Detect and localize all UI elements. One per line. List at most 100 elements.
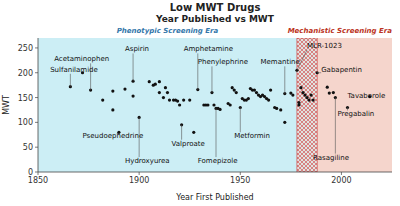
y-tick: [35, 47, 38, 48]
subtitle: Year Published vs MWT: [155, 14, 275, 24]
y-tick-label: 50: [23, 143, 33, 152]
annotation-leader: [240, 107, 241, 132]
scatter-point: [328, 91, 331, 94]
y-tick-label: 0: [28, 168, 33, 177]
scatter-point: [307, 98, 310, 101]
scatter-point: [188, 98, 191, 101]
scatter-point: [111, 90, 114, 93]
x-axis-label: Year First Published: [175, 193, 253, 202]
y-tick-label: 200: [18, 69, 33, 78]
annotation-label: MLR-1023: [307, 42, 342, 50]
y-tick-label: 250: [18, 44, 33, 53]
scatter-point: [111, 108, 114, 111]
x-tick: [139, 172, 140, 175]
x-tick-label: 2000: [331, 176, 351, 185]
annotation-label: Pseudoephedrine: [83, 132, 144, 140]
x-tick-label: 1850: [28, 176, 48, 185]
y-tick: [35, 147, 38, 148]
annotation-leader: [181, 125, 182, 140]
annotation-leader: [211, 66, 212, 92]
scatter-point: [247, 97, 250, 100]
scatter-point: [162, 96, 165, 99]
transition-hatch: [297, 38, 317, 172]
scatter-point: [275, 107, 278, 110]
annotation-labels: SulfanilamideAcetaminophenAspirinAmpheta…: [50, 42, 385, 165]
annotation-label: Fomepizole: [198, 157, 238, 165]
scatter-point: [192, 131, 195, 134]
x-axis-line: [38, 172, 392, 173]
scatter-point: [297, 101, 300, 104]
scatter-point: [212, 103, 215, 106]
annotation-label: Metformin: [234, 132, 270, 140]
scatter-point: [255, 91, 258, 94]
scatter-point: [182, 98, 185, 101]
x-tick: [240, 172, 241, 175]
scatter-point: [206, 103, 209, 106]
annotation-label: Tavaborole: [346, 92, 385, 100]
annotation-label: Memantine: [261, 58, 300, 66]
annotation-leader: [284, 66, 285, 93]
y-tick-label: 100: [18, 118, 33, 127]
scatter-point: [312, 98, 315, 101]
annotation-label: Phenylephrine: [198, 58, 248, 66]
scatter-point: [123, 88, 126, 91]
y-tick: [35, 72, 38, 73]
scatter-point: [299, 86, 302, 89]
era-label: Phenotypic Screening Era: [117, 27, 219, 35]
scatter-point: [231, 86, 234, 89]
scatter-point: [158, 80, 161, 83]
annotation-label: Pregabalin: [337, 110, 374, 118]
annotation-label: Amphetamine: [184, 45, 233, 53]
annotation-label: Sulfanilamide: [50, 66, 98, 74]
scatter-point: [267, 98, 270, 101]
scatter-point: [332, 91, 335, 94]
scatter-point: [283, 121, 286, 124]
annotation-lines: [70, 50, 369, 157]
plot-area: [38, 38, 392, 172]
scatter-point: [166, 91, 169, 94]
scatter-point: [291, 93, 294, 96]
scatter-point: [218, 108, 221, 111]
y-tick: [35, 172, 38, 173]
axes: 1850 1900 1950 2000 0 50 100 150 200 250: [18, 38, 392, 185]
scatter-point: [253, 89, 256, 92]
scatter-point: [154, 83, 157, 86]
scatter-point: [326, 86, 329, 89]
era-region: [38, 38, 297, 172]
scatter-point: [164, 86, 167, 89]
scatter-point: [303, 93, 306, 96]
scatter-point: [148, 80, 151, 83]
scatter-point: [235, 91, 238, 94]
chart: Low MWT DrugsYear Published vs MWT Phenot…: [0, 0, 400, 206]
y-tick: [35, 122, 38, 123]
annotation-label: Valproate: [172, 140, 205, 148]
scatter-point: [131, 94, 134, 97]
annotation-label: Hydroxyurea: [125, 157, 170, 165]
scatter-point: [178, 103, 181, 106]
annotation-leader: [335, 98, 336, 154]
x-tick: [38, 172, 39, 175]
annotation-leader: [70, 74, 71, 87]
title: Low MWT Drugs: [170, 2, 261, 13]
scatter-point: [176, 99, 179, 102]
annotation-label: Acetaminophen: [54, 55, 109, 63]
x-tick: [341, 172, 342, 175]
x-tick-label: 1950: [230, 176, 250, 185]
scatter-point: [229, 103, 232, 106]
x-tick-label: 1900: [129, 176, 149, 185]
y-axis-line: [38, 38, 39, 172]
y-tick: [35, 97, 38, 98]
scatter-point: [101, 98, 104, 101]
scatter-point: [233, 89, 236, 92]
scatter-point: [269, 89, 272, 92]
scatter-point: [301, 91, 304, 94]
scatter-point: [158, 91, 161, 94]
y-axis-label: MWT: [2, 95, 11, 115]
scatter-point: [309, 93, 312, 96]
y-tick-label: 150: [18, 94, 33, 103]
scatter-point: [168, 98, 171, 101]
transition-mix: [297, 38, 317, 172]
scatter-point: [279, 108, 282, 111]
era-region: [317, 38, 392, 172]
annotation-label: Gabapentin: [321, 66, 362, 74]
